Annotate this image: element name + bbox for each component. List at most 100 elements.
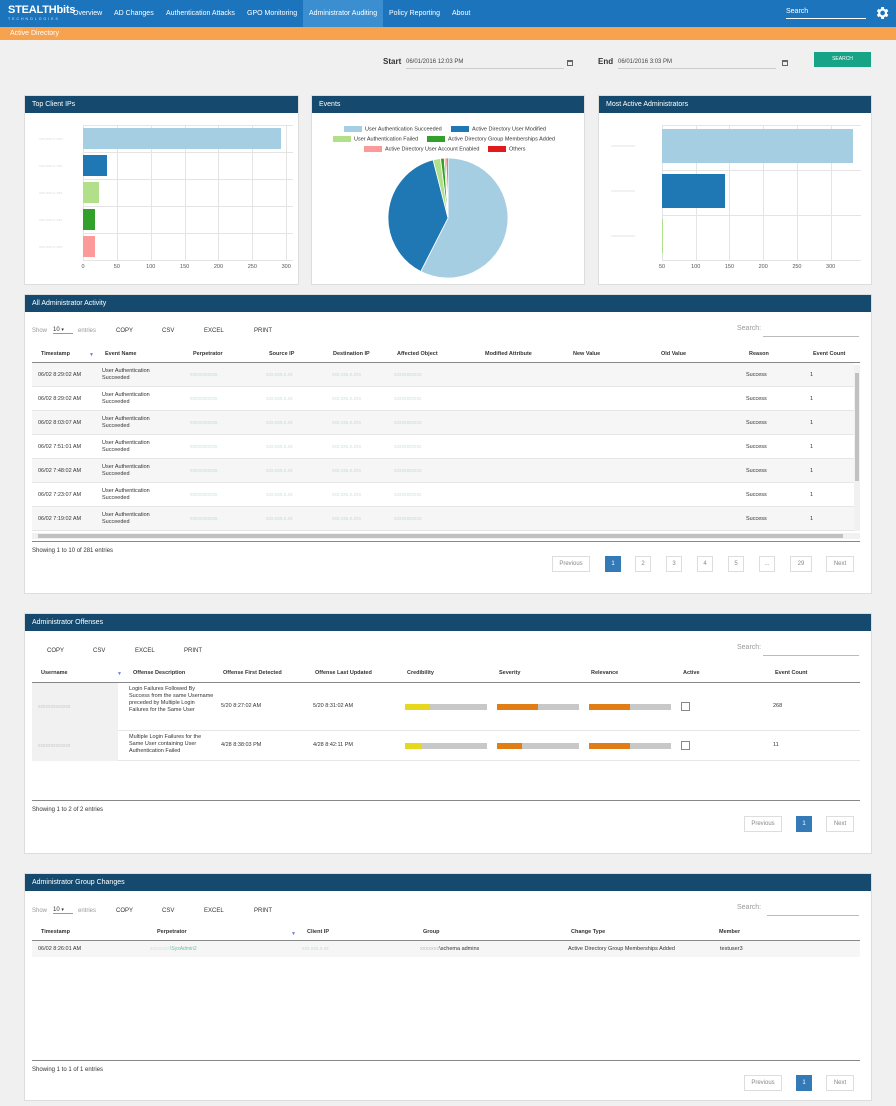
start-date-input[interactable]: 06/01/2016 12:03 PM [406, 59, 564, 69]
scroll-thumb[interactable] [855, 373, 859, 481]
print-button[interactable]: PRINT [254, 908, 272, 914]
col-timestamp[interactable]: Timestamp [41, 929, 70, 935]
cell-perpetrator[interactable]: xxxxxxxxxxx [190, 468, 218, 474]
table-row[interactable]: 06/02 7:51:01 AM User Authentication Succ… [32, 435, 854, 459]
cell-affected-object[interactable]: xxxxxxxxxxx [394, 492, 422, 498]
entries-select[interactable]: 10 ▾ [53, 907, 73, 914]
end-date-input[interactable]: 06/01/2016 3:03 PM [618, 59, 776, 69]
col-source-ip[interactable]: Source IP [269, 351, 295, 357]
print-button[interactable]: PRINT [254, 328, 272, 334]
col-perpetrator[interactable]: Perpetrator [157, 929, 187, 935]
print-button[interactable]: PRINT [184, 648, 202, 654]
cell-perpetrator[interactable]: xxxxxxxxxxx [190, 396, 218, 402]
col-first-detected[interactable]: Offense First Detected [223, 670, 282, 676]
nav-authentication-attacks[interactable]: Authentication Attacks [166, 10, 235, 17]
table-row[interactable]: 06/02 7:23:07 AM User Authentication Succ… [32, 483, 854, 507]
sort-desc-icon[interactable]: ▼ [291, 931, 296, 937]
calendar-icon[interactable] [567, 60, 573, 66]
previous-button[interactable]: Previous [552, 556, 590, 572]
copy-button[interactable]: COPY [116, 908, 134, 914]
active-checkbox[interactable] [681, 741, 690, 750]
previous-button[interactable]: Previous [744, 1075, 782, 1091]
table-row[interactable]: 06/02 8:26:01 AM xxxxxxxx\SysAdmin2 xxx.… [32, 941, 860, 957]
next-button[interactable]: Next [826, 1075, 854, 1091]
col-perpetrator[interactable]: Perpetrator [193, 351, 223, 357]
cell-affected-object[interactable]: xxxxxxxxxxx [394, 420, 422, 426]
col-affected-object[interactable]: Affected Object [397, 351, 438, 357]
page-button[interactable]: 5 [728, 556, 744, 572]
col-member[interactable]: Member [719, 929, 741, 935]
nav-policy-reporting[interactable]: Policy Reporting [389, 10, 440, 17]
cell-perpetrator[interactable]: xxxxxxxxxxx [190, 444, 218, 450]
csv-button[interactable]: CSV [162, 328, 175, 334]
csv-button[interactable]: CSV [162, 908, 175, 914]
previous-button[interactable]: Previous [744, 816, 782, 832]
cell-perpetrator[interactable]: xxxxxxxx\SysAdmin2 [150, 946, 197, 952]
col-severity[interactable]: Severity [499, 670, 521, 676]
table-search-input[interactable] [763, 655, 859, 656]
col-relevance[interactable]: Relevance [591, 670, 619, 676]
next-button[interactable]: Next [826, 556, 854, 572]
page-button[interactable]: 2 [635, 556, 651, 572]
table-row[interactable]: 06/02 8:29:02 AM User Authentication Succ… [32, 387, 854, 411]
col-client-ip[interactable]: Client IP [307, 929, 330, 935]
copy-button[interactable]: COPY [47, 648, 65, 654]
col-destination-ip[interactable]: Destination IP [333, 351, 370, 357]
table-search-input[interactable] [763, 336, 859, 337]
col-new-value[interactable]: New Value [573, 351, 601, 357]
col-old-value[interactable]: Old Value [661, 351, 687, 357]
col-group[interactable]: Group [423, 929, 440, 935]
col-event-count[interactable]: Event Count [813, 351, 846, 357]
cell-affected-object[interactable]: xxxxxxxxxxx [394, 372, 422, 378]
nav-ad-changes[interactable]: AD Changes [114, 10, 154, 17]
cell-affected-object[interactable]: xxxxxxxxxxx [394, 396, 422, 402]
csv-button[interactable]: CSV [93, 648, 106, 654]
table-row[interactable]: xxxxxxxxxxxxx Login Failures Followed By … [32, 683, 860, 731]
nav-administrator-auditing[interactable]: Administrator Auditing [303, 0, 384, 27]
col-offense-description[interactable]: Offense Description [133, 670, 186, 676]
cell-affected-object[interactable]: xxxxxxxxxxx [394, 516, 422, 522]
col-credibility[interactable]: Credibility [407, 670, 434, 676]
excel-button[interactable]: EXCEL [135, 648, 155, 654]
vertical-scrollbar[interactable] [854, 365, 860, 531]
horizontal-scrollbar[interactable] [32, 533, 860, 539]
table-row[interactable]: xxxxxxxxxxxxx Multiple Login Failures for… [32, 731, 860, 761]
col-event-name[interactable]: Event Name [105, 351, 137, 357]
sort-desc-icon[interactable]: ▼ [89, 352, 94, 358]
page-button[interactable]: 3 [666, 556, 682, 572]
cell-perpetrator[interactable]: xxxxxxxxxxx [190, 372, 218, 378]
col-last-updated[interactable]: Offense Last Updated [315, 670, 372, 676]
cell-perpetrator[interactable]: xxxxxxxxxxx [190, 420, 218, 426]
next-button[interactable]: Next [826, 816, 854, 832]
nav-gpo-monitoring[interactable]: GPO Monitoring [247, 10, 298, 17]
col-change-type[interactable]: Change Type [571, 929, 606, 935]
cell-affected-object[interactable]: xxxxxxxxxxx [394, 444, 422, 450]
search-button[interactable]: SEARCH [814, 52, 871, 67]
col-event-count[interactable]: Event Count [775, 670, 808, 676]
col-timestamp[interactable]: Timestamp [41, 351, 70, 357]
table-search-input[interactable] [767, 915, 859, 916]
nav-overview[interactable]: Overview [73, 10, 103, 17]
cell-affected-object[interactable]: xxxxxxxxxxx [394, 468, 422, 474]
calendar-icon[interactable] [782, 60, 788, 66]
page-button[interactable]: 1 [796, 816, 812, 832]
col-username[interactable]: Username [41, 670, 68, 676]
col-active[interactable]: Active [683, 670, 700, 676]
gear-icon[interactable] [874, 5, 890, 21]
page-button[interactable]: 1 [605, 556, 621, 572]
sort-desc-icon[interactable]: ▼ [117, 671, 122, 677]
table-row[interactable]: 06/02 8:03:07 AM User Authentication Succ… [32, 411, 854, 435]
page-button[interactable]: 1 [796, 1075, 812, 1091]
page-button[interactable]: 4 [697, 556, 713, 572]
scroll-thumb[interactable] [38, 534, 843, 538]
excel-button[interactable]: EXCEL [204, 328, 224, 334]
copy-button[interactable]: COPY [116, 328, 134, 334]
active-checkbox[interactable] [681, 702, 690, 711]
table-row[interactable]: 06/02 7:48:02 AM User Authentication Succ… [32, 459, 854, 483]
page-button[interactable]: 29 [790, 556, 812, 572]
col-modified-attribute[interactable]: Modified Attribute [485, 351, 532, 357]
col-reason[interactable]: Reason [749, 351, 769, 357]
cell-perpetrator[interactable]: xxxxxxxxxxx [190, 516, 218, 522]
cell-perpetrator[interactable]: xxxxxxxxxxx [190, 492, 218, 498]
table-row[interactable]: 06/02 7:19:02 AM User Authentication Succ… [32, 507, 854, 531]
